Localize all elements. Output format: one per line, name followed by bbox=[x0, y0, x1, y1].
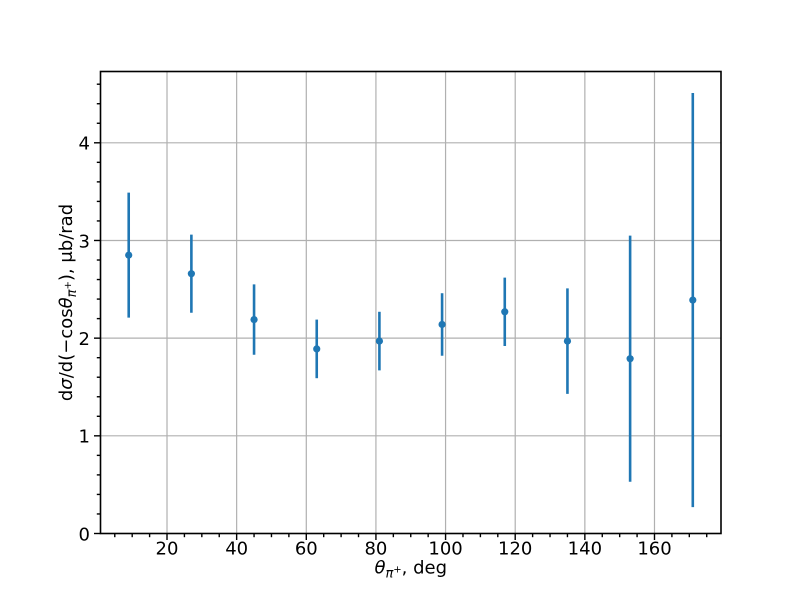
data-point bbox=[626, 355, 634, 363]
x-tick-label: 100 bbox=[428, 539, 462, 560]
x-tick-label: 140 bbox=[568, 539, 602, 560]
plot-area bbox=[100, 71, 721, 534]
data-point bbox=[563, 337, 572, 345]
y-tick-label: 2 bbox=[79, 329, 90, 350]
y-tick-label: 4 bbox=[79, 134, 90, 155]
grid bbox=[100, 71, 721, 534]
plot-frame bbox=[99, 70, 722, 535]
y-axis-label: dσ/d(−cosθπ+), μb/rad bbox=[56, 204, 80, 401]
data-point bbox=[375, 337, 384, 345]
x-tick-label: 160 bbox=[637, 539, 671, 560]
y-tick-label: 3 bbox=[79, 231, 90, 252]
data-series bbox=[125, 92, 697, 508]
x-axis-label: θπ+, deg bbox=[374, 558, 447, 582]
x-tick-label: 60 bbox=[295, 539, 318, 560]
data-point bbox=[438, 320, 446, 329]
data-point bbox=[250, 315, 258, 324]
data-point bbox=[501, 308, 509, 316]
x-tick-label: 40 bbox=[225, 539, 248, 560]
x-tick-label: 80 bbox=[364, 539, 387, 560]
y-tick-label: 0 bbox=[79, 524, 90, 545]
data-point bbox=[689, 296, 697, 304]
y-tick-label: 1 bbox=[79, 427, 90, 448]
data-point bbox=[125, 251, 133, 259]
data-point bbox=[187, 270, 195, 278]
x-tick-label: 20 bbox=[156, 539, 179, 560]
x-tick-label: 120 bbox=[498, 539, 532, 560]
data-point bbox=[313, 345, 321, 353]
